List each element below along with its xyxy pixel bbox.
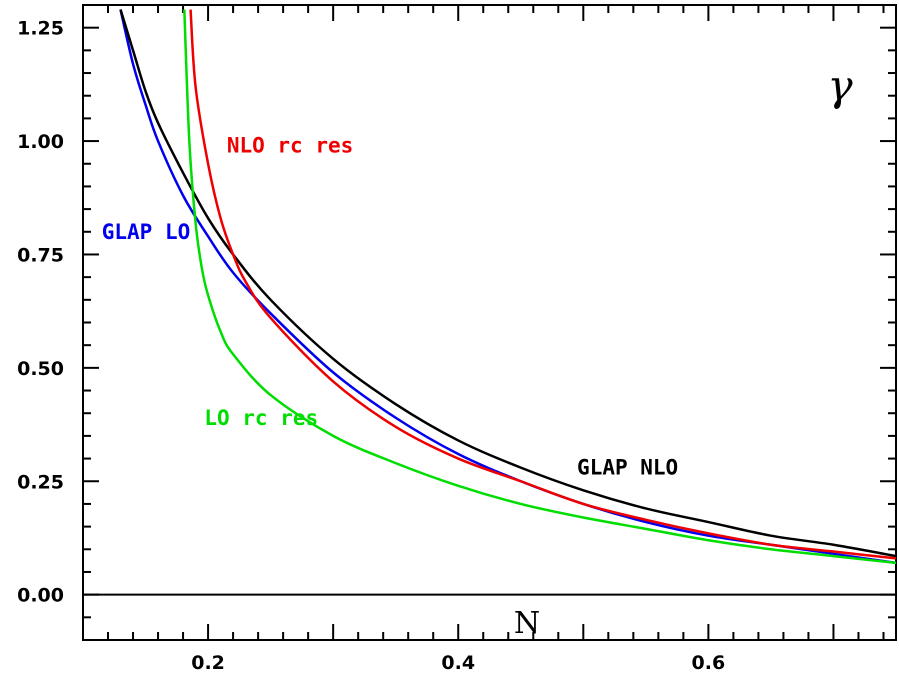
series-label-glap-lo: GLAP LO xyxy=(102,220,191,244)
y-tick-label: 0.75 xyxy=(17,244,64,266)
series-label-lo-rc-res: LO rc res xyxy=(204,406,318,430)
series-label-glap-nlo: GLAP NLO xyxy=(577,456,678,480)
y-tick-label: 0.50 xyxy=(17,358,64,380)
series-lines xyxy=(119,9,897,565)
x-tick-label: 0.2 xyxy=(191,652,225,674)
x-tick-label: 0.4 xyxy=(441,652,475,674)
series-line-nlo-rc-res xyxy=(189,9,897,560)
tick-labels: 0.2 0.4 0.6 0.00 0.25 0.50 0.75 1.00 1.25 xyxy=(17,18,725,674)
series-line-lo-rc-res xyxy=(183,9,897,565)
series-labels: GLAP LO GLAP NLO NLO rc res LO rc res xyxy=(102,134,678,480)
x-tick-label: 0.6 xyxy=(692,652,726,674)
series-label-nlo-rc-res: NLO rc res xyxy=(227,134,353,158)
x-axis-label: N xyxy=(514,606,540,641)
tick-marks xyxy=(82,4,896,641)
y-tick-label: 0.00 xyxy=(17,585,64,607)
series-line-glap-nlo xyxy=(119,9,897,558)
y-tick-label: 1.25 xyxy=(17,18,64,40)
y-tick-label: 1.00 xyxy=(17,131,64,153)
gamma-symbol: γ xyxy=(827,61,853,110)
series-line-glap-lo xyxy=(119,9,897,565)
y-tick-label: 0.25 xyxy=(17,471,64,493)
